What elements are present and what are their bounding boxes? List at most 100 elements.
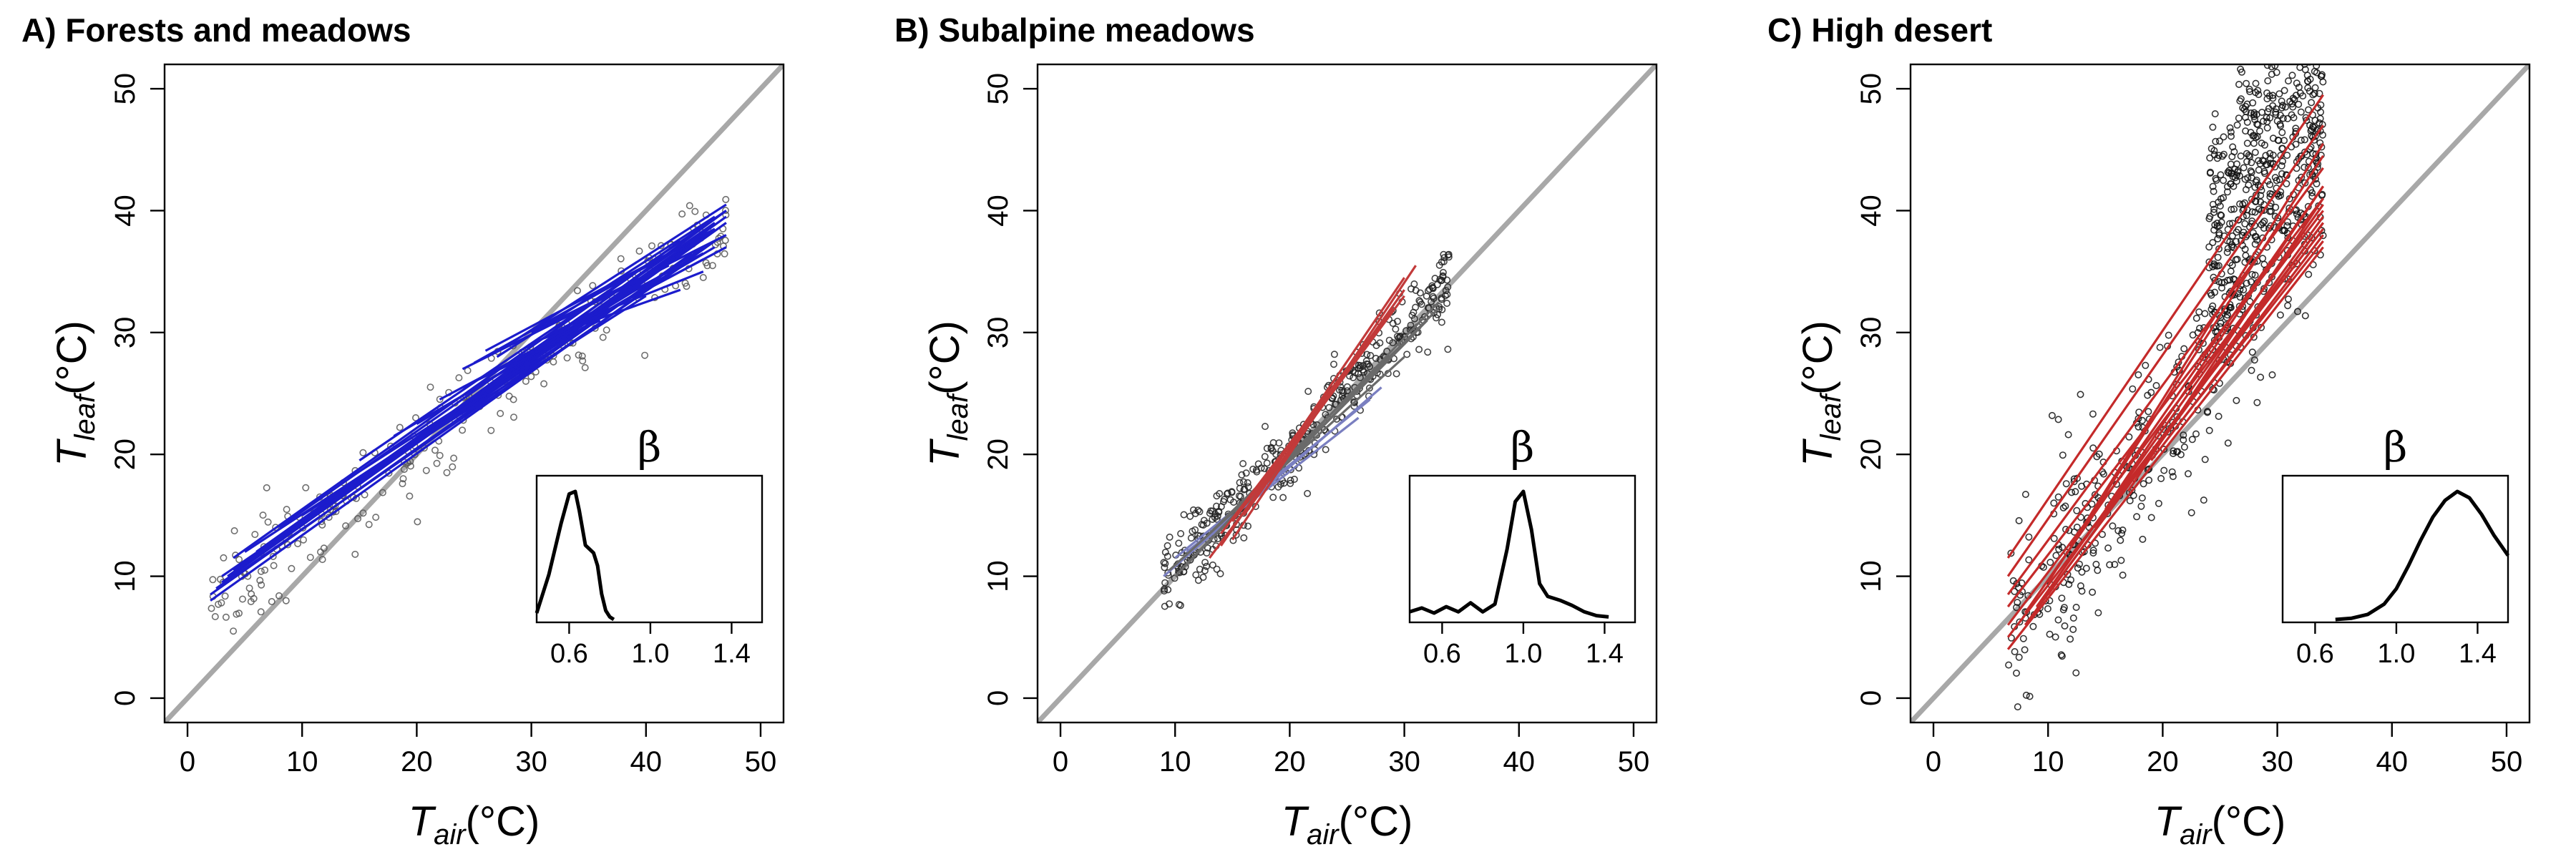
y-tick-label: 50 [1855,73,1887,104]
x-tick-label: 50 [745,746,777,778]
data-point [2061,622,2069,630]
data-point [1322,446,1330,454]
data-point [2168,468,2176,476]
data-point [2133,513,2141,521]
y-tick-label: 0 [982,690,1014,706]
data-point [2206,212,2214,220]
x-axis-label-main: T [2155,798,2182,845]
data-point [2256,127,2264,135]
data-point [2268,371,2276,378]
y-axis-label: Tleaf(°C) [49,320,101,466]
data-point [2283,152,2291,160]
data-point [2259,23,2265,29]
data-point [1161,548,1169,556]
data-point [2069,625,2077,633]
data-point [2015,653,2023,661]
data-point [209,576,217,584]
data-point [2311,84,2319,92]
data-point [2139,535,2147,543]
data-point [2224,439,2232,447]
data-point [2250,356,2258,364]
panel-a: A) Forests and meadows 0 10 20 30 40 50 0 10 20 3… [21,11,785,851]
x-axis-label-main: T [1282,798,1309,845]
data-point [406,492,414,500]
data-point [2284,302,2292,310]
data-point [2009,577,2017,584]
plot-area [1038,64,1657,723]
data-point [683,283,691,290]
data-point [1442,287,1450,295]
data-point [2271,64,2279,69]
x-axis: 0 10 20 30 40 50 [180,723,776,778]
data-point [2046,630,2054,638]
data-point [1200,516,1208,524]
x-tick-label: 30 [1388,746,1420,778]
data-point [2155,499,2162,507]
data-point [1445,250,1453,258]
y-tick-label: 10 [109,560,141,592]
data-point [1213,492,1221,500]
data-point [2013,604,2021,612]
data-point [264,518,272,526]
inset-frame [2281,474,2509,624]
data-point [1161,559,1169,567]
data-point [2223,248,2231,256]
data-point [509,396,517,403]
data-point [550,358,557,366]
plot-area [1911,9,2529,723]
data-point [1176,569,1184,577]
data-point [2230,205,2238,213]
fit-lines [210,203,727,602]
data-point [379,489,386,496]
fit-line [565,270,704,328]
data-point [2089,444,2097,452]
data-point [2306,75,2314,83]
data-point [2286,44,2292,49]
data-point [581,363,589,371]
inset-tick-label: 1.0 [1505,639,1543,669]
data-point [1224,489,1231,497]
data-point [2269,92,2277,99]
data-point [1242,469,1250,477]
data-point [2283,222,2291,230]
data-point [2288,50,2293,56]
data-point [2180,436,2187,444]
data-point [2187,509,2195,516]
data-point [2282,58,2288,64]
data-point [2268,64,2275,71]
data-point [2192,430,2200,438]
data-point [2117,557,2125,564]
data-point [2215,137,2223,145]
fit-line [358,210,727,462]
data-point [2271,174,2279,182]
data-point [2165,331,2172,339]
data-point [1254,460,1262,468]
data-point [2195,308,2203,316]
data-point [2257,192,2265,200]
data-point [2054,493,2062,501]
data-point [1191,509,1199,517]
data-point [2255,166,2263,174]
data-point [2220,133,2228,141]
fit-line [2069,142,2325,547]
data-point [1408,311,1416,319]
data-point [686,202,693,210]
data-point [1372,354,1380,362]
data-point [2308,29,2313,35]
x-axis: 0 10 20 30 40 50 [1926,723,2522,778]
y-tick-label: 30 [109,317,141,349]
data-point [1372,341,1380,349]
data-point [1392,370,1400,378]
data-point [635,247,643,255]
data-point [2013,669,2021,677]
data-point [2251,149,2259,157]
data-point [2125,433,2133,441]
data-point [1160,559,1168,567]
data-point [2248,208,2256,216]
data-point [2317,9,2323,15]
data-point [2089,547,2097,554]
data-point [2233,396,2240,404]
data-point [2227,128,2235,136]
data-point [2059,451,2067,459]
data-point [2280,41,2286,47]
